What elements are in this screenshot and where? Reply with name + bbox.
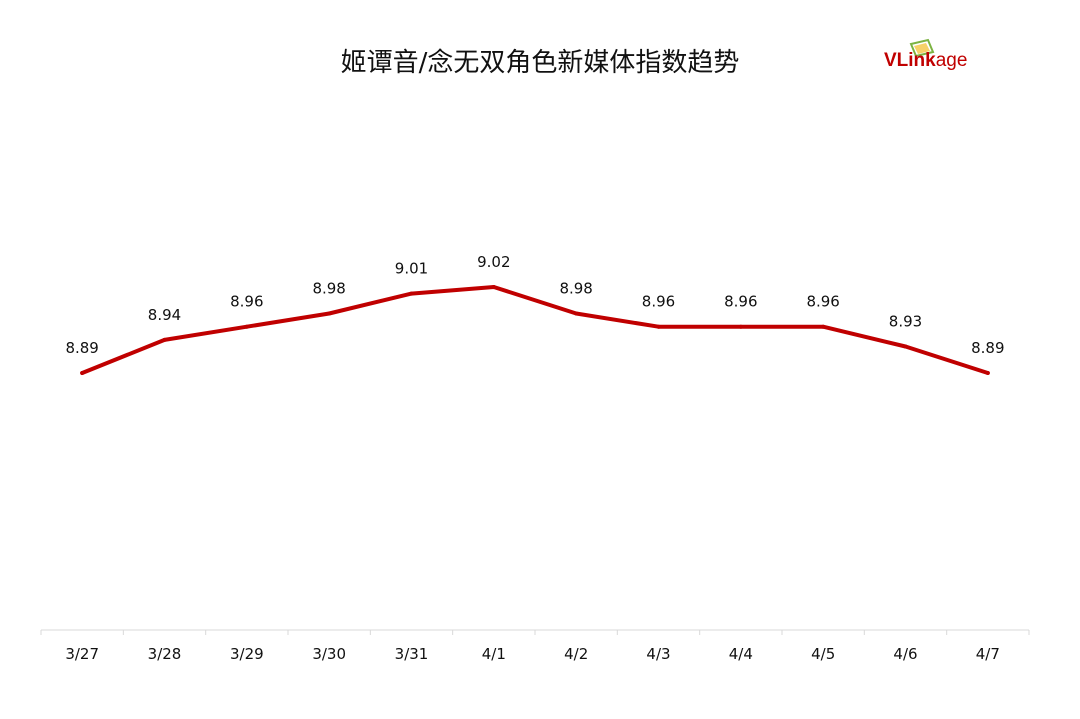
x-tick-label: 3/30 [312, 645, 346, 663]
data-point [821, 324, 826, 329]
x-tick-label: 3/31 [395, 645, 429, 663]
data-label: 9.01 [395, 260, 428, 278]
logo-text: VLinkage [884, 50, 967, 72]
logo-text-vl: VL [884, 50, 909, 71]
data-label: 8.96 [230, 293, 263, 311]
x-tick-label: 4/5 [811, 645, 835, 663]
x-tick-label: 3/28 [148, 645, 182, 663]
data-point [656, 324, 661, 329]
x-tick-label: 4/7 [976, 645, 1000, 663]
data-point [409, 291, 414, 296]
x-tick-label: 3/29 [230, 645, 264, 663]
data-label: 8.94 [148, 306, 181, 324]
data-label: 8.93 [889, 313, 922, 331]
data-label: 9.02 [477, 253, 510, 271]
data-label: 8.89 [971, 339, 1004, 357]
logo-frame-icon [909, 38, 935, 58]
logo-text-age: age [935, 50, 968, 71]
chart-title: 姬谭音/念无双角色新媒体指数趋势 [340, 48, 740, 78]
data-point [574, 311, 579, 316]
data-point [985, 371, 990, 375]
x-tick-label: 4/3 [646, 645, 670, 663]
series-line [80, 285, 990, 375]
data-label: 8.98 [312, 279, 345, 297]
x-tick-label: 4/1 [482, 645, 506, 663]
data-label: 8.96 [724, 293, 757, 311]
data-point [162, 337, 167, 342]
vlinkage-logo: VLinkage [884, 38, 994, 78]
data-label: 8.89 [65, 339, 98, 357]
data-label: 8.96 [642, 293, 675, 311]
data-label: 8.96 [806, 293, 839, 311]
data-point [327, 311, 332, 316]
logo-text-ink: ink [908, 50, 936, 71]
data-point [903, 344, 908, 349]
x-tick-label: 3/27 [65, 645, 99, 663]
data-point [80, 371, 85, 375]
data-point [244, 324, 249, 329]
data-point [738, 324, 743, 329]
x-tick-label: 4/2 [564, 645, 588, 663]
data-label: 8.98 [559, 279, 592, 297]
x-tick-label: 4/4 [729, 645, 753, 663]
x-tick-label: 4/6 [893, 645, 917, 663]
data-point [491, 285, 496, 289]
